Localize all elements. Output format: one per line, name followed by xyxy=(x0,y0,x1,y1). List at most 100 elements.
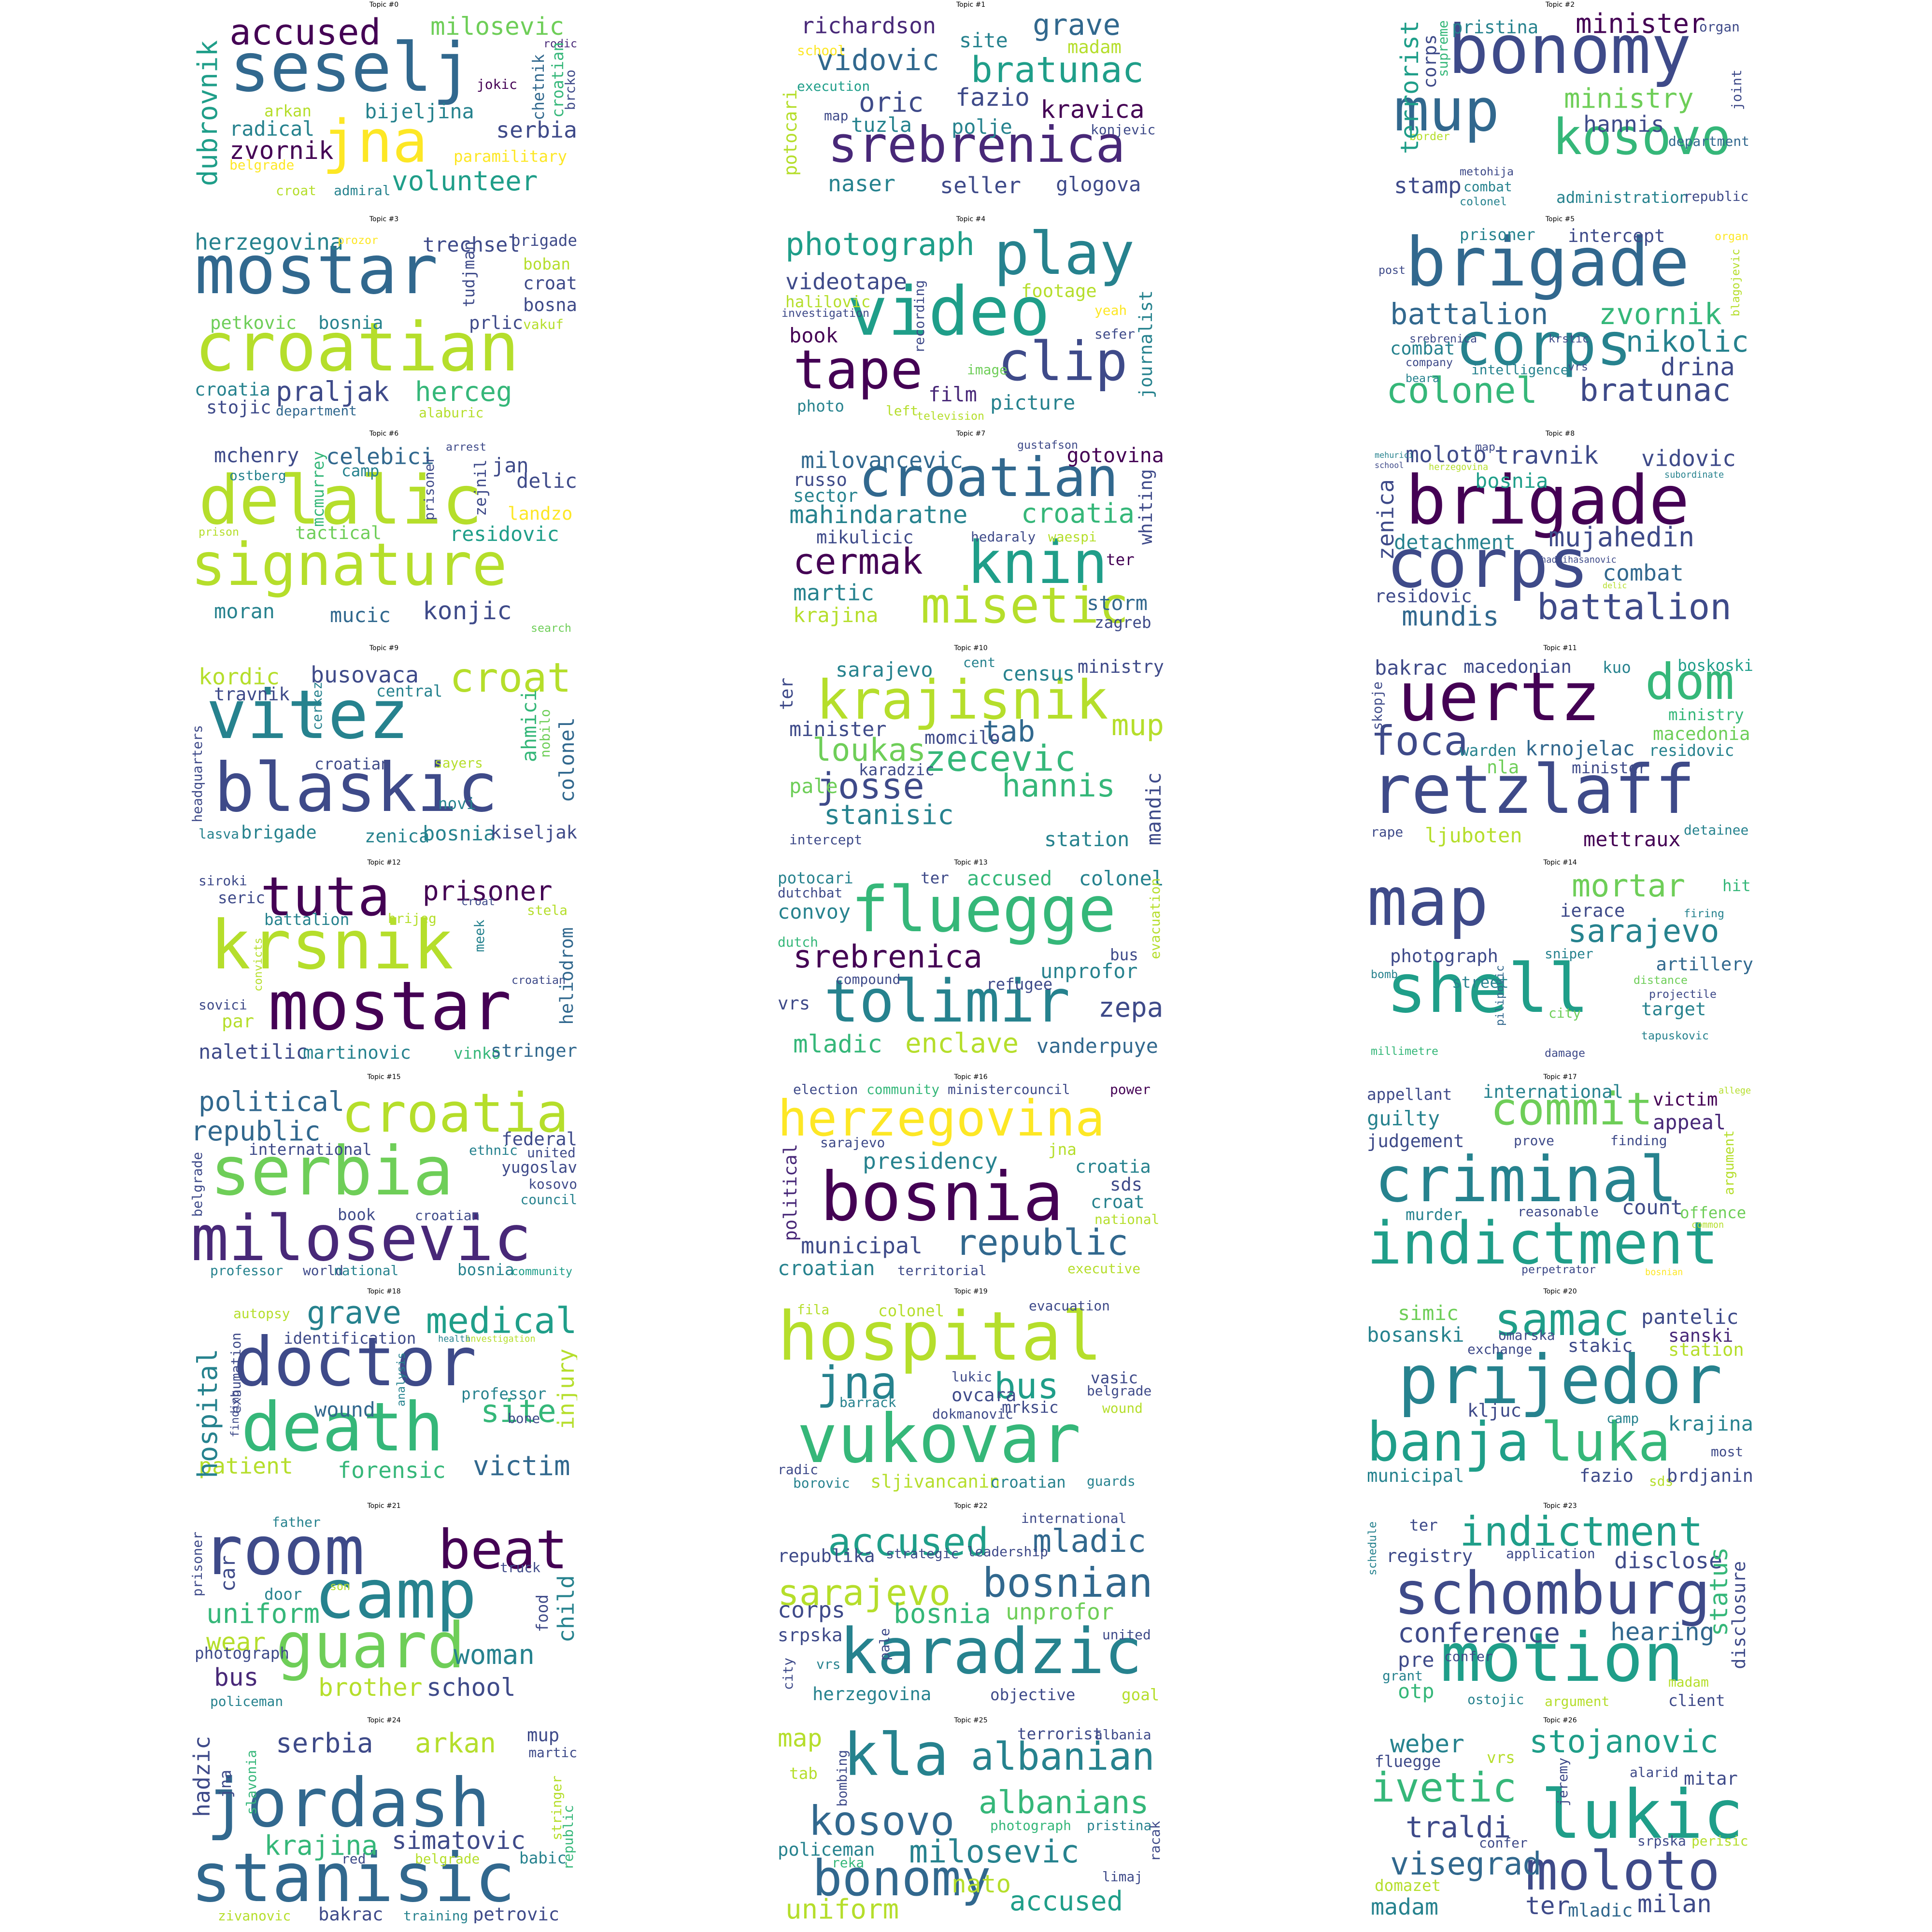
cloud-word: landzo xyxy=(508,503,573,524)
cloud-word: otp xyxy=(1398,1679,1435,1703)
cloud-word: whiting xyxy=(1135,469,1156,545)
cloud-word: headquarters xyxy=(191,725,205,823)
cloud-word: vukovar xyxy=(797,1400,1081,1478)
topic-panel: Topic #15 serbia milosevic croatia political… xyxy=(191,1072,577,1280)
word-cloud: lukic moloto ivetic stojanovic traldi visegra… xyxy=(1367,1726,1753,1923)
cloud-word: jokic xyxy=(477,76,517,92)
cloud-word: company xyxy=(1406,356,1453,369)
topic-panel: Topic #21 camp room guard beat uniform woman br… xyxy=(191,1501,577,1709)
cloud-word: accused xyxy=(1009,1886,1123,1917)
cloud-word: kljuc xyxy=(1467,1400,1521,1421)
cloud-word: paramilitary xyxy=(454,147,568,166)
cloud-word: camp xyxy=(314,1555,477,1634)
cloud-word: international xyxy=(1483,1083,1624,1102)
cloud-word: television xyxy=(917,410,984,422)
cloud-word: loukas xyxy=(812,732,926,768)
cloud-word: lasva xyxy=(199,826,239,842)
cloud-word: republika xyxy=(778,1545,875,1566)
cloud-word: objective xyxy=(990,1686,1076,1704)
cloud-word: misetic xyxy=(921,577,1129,635)
cloud-word: map xyxy=(1367,868,1489,941)
cloud-word: jordash xyxy=(206,1764,490,1842)
cloud-word: picture xyxy=(990,391,1076,414)
cloud-word: kosovo xyxy=(1552,109,1731,166)
cloud-word: simatovic xyxy=(392,1827,526,1855)
cloud-word: damage xyxy=(1545,1047,1585,1060)
cloud-word: tuta xyxy=(260,868,390,928)
cloud-word: herzegovina xyxy=(195,229,343,255)
cloud-word: artillery xyxy=(1656,953,1754,975)
cloud-word: mladic xyxy=(1568,1900,1633,1921)
cloud-word: photograph xyxy=(1390,945,1498,966)
word-cloud: brigade corps colonel bratunac battalion zvor… xyxy=(1367,225,1753,422)
cloud-word: car xyxy=(216,1555,240,1592)
cloud-word: finding xyxy=(1610,1133,1667,1149)
cloud-word: millimetre xyxy=(1371,1045,1438,1058)
cloud-word: mup xyxy=(1111,709,1164,742)
topic-panel: Topic #18 doctor death medical grave site vict… xyxy=(191,1287,577,1494)
cloud-word: travnik xyxy=(1494,441,1599,470)
cloud-word: ahmici xyxy=(517,689,541,763)
cloud-word: residovic xyxy=(1649,741,1734,760)
cloud-word: celebici xyxy=(326,443,434,469)
cloud-word: prlic xyxy=(469,312,523,333)
cloud-word: kuo xyxy=(1603,658,1631,677)
cloud-word: croatian xyxy=(511,974,566,987)
topic-title: Topic #17 xyxy=(1543,1073,1577,1081)
topic-title: Topic #15 xyxy=(367,1073,401,1081)
cloud-word: srpska xyxy=(1637,1833,1686,1849)
word-cloud: camp room guard beat uniform woman brother scho… xyxy=(191,1512,577,1709)
topic-panel: Topic #13 fluegge tolimir srebrenica enclave… xyxy=(778,858,1164,1065)
topic-panel: Topic #23 motion schomburg indictment confer… xyxy=(1367,1501,1753,1709)
cloud-word: power xyxy=(1110,1083,1151,1097)
cloud-word: krajisnik xyxy=(816,669,1108,732)
cloud-word: argument xyxy=(1545,1693,1610,1709)
cloud-word: unprofor xyxy=(1040,959,1138,983)
cloud-word: training xyxy=(403,1908,469,1923)
cloud-word: limaj xyxy=(1102,1869,1143,1885)
word-cloud: krajisnik zecevic josse hannis loukas stanisi… xyxy=(778,654,1164,851)
cloud-word: city xyxy=(780,1658,796,1690)
cloud-word: schomburg xyxy=(1394,1560,1711,1628)
cloud-word: convoy xyxy=(778,900,851,923)
cloud-word: ethnic xyxy=(469,1142,518,1158)
cloud-word: nla xyxy=(1487,756,1520,778)
cloud-word: federal xyxy=(501,1128,577,1150)
cloud-word: left xyxy=(886,403,919,419)
cloud-word: pantelic xyxy=(1641,1305,1739,1329)
cloud-word: projectile xyxy=(1649,988,1717,1001)
cloud-word: offence xyxy=(1680,1204,1747,1222)
cloud-word: jna xyxy=(216,1770,235,1798)
cloud-word: battalion xyxy=(1390,298,1548,331)
cloud-word: book xyxy=(789,324,838,347)
cloud-word: camp xyxy=(341,462,380,480)
word-cloud: motion schomburg indictment conference discl… xyxy=(1367,1512,1753,1709)
cloud-word: croatian xyxy=(195,308,519,386)
cloud-word: bosnian xyxy=(982,1559,1153,1606)
topic-panel: Topic #17 criminal indictment commit appella… xyxy=(1367,1072,1753,1280)
cloud-word: mitar xyxy=(1684,1768,1738,1789)
cloud-word: skopje xyxy=(1369,682,1385,730)
cloud-word: arrest xyxy=(446,440,486,454)
topic-panel: Topic #19 hospital vukovar jna bus fila colone… xyxy=(778,1287,1164,1494)
cloud-word: international xyxy=(1021,1512,1127,1526)
topic-panel: Topic #10 krajisnik zecevic josse hannis louk… xyxy=(778,643,1164,851)
cloud-word: bonomy xyxy=(812,1850,991,1907)
cloud-word: station xyxy=(1044,827,1130,851)
cloud-word: glogova xyxy=(1056,172,1141,196)
cloud-word: fluegge xyxy=(851,873,1116,946)
cloud-word: sds xyxy=(1110,1174,1143,1195)
cloud-word: dutch xyxy=(778,934,818,950)
topic-title: Topic #25 xyxy=(954,1717,988,1724)
cloud-word: ostojic xyxy=(1467,1691,1524,1707)
cloud-word: indictment xyxy=(1460,1512,1703,1555)
cloud-word: delic xyxy=(1603,581,1627,590)
cloud-word: petrovic xyxy=(473,1903,560,1923)
cloud-word: municipal xyxy=(1367,1465,1464,1486)
word-cloud: prijedor banja luka samac simic pantelic bosan… xyxy=(1367,1297,1753,1494)
cloud-word: red xyxy=(341,1851,366,1867)
cloud-word: bakrac xyxy=(318,1903,384,1923)
cloud-word: search xyxy=(531,622,571,635)
topic-title: Topic #5 xyxy=(1545,215,1575,223)
cloud-word: croat xyxy=(1091,1191,1145,1212)
